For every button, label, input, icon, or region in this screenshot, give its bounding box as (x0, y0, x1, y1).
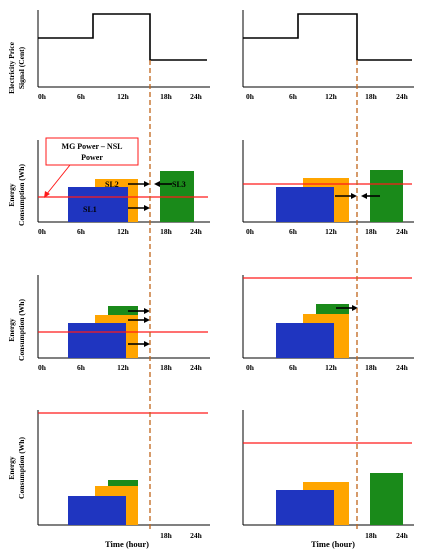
tick-18h: 18h (365, 227, 378, 236)
tick-6h: 6h (77, 92, 86, 101)
sl1-bar (68, 496, 126, 525)
shift-arrowhead (144, 317, 150, 323)
tick-24h: 24h (190, 363, 203, 372)
tick-18h: 18h (160, 363, 173, 372)
callout-pointer (45, 164, 71, 196)
price-signal-line (38, 13, 207, 61)
tick-12h: 12h (325, 363, 338, 372)
tick-0h: 0h (38, 92, 47, 101)
callout-line2: Power (81, 153, 103, 162)
energy-panel-r3-right: 0h 6h 12h 18h 24h (242, 275, 414, 372)
energy-panel-r2-left: MG Power – NSL Power SL2 SL1 SL3 0h 6h 1… (37, 137, 210, 236)
shift-arrowhead (144, 205, 150, 211)
tick-18h: 18h (160, 227, 173, 236)
x-ticks: 18h 24h (365, 531, 409, 540)
sl3-bar (370, 473, 403, 525)
tick-12h: 12h (117, 92, 130, 101)
tick-24h: 24h (190, 92, 203, 101)
tick-0h: 0h (246, 363, 255, 372)
shift-arrowhead (351, 193, 357, 199)
tick-24h: 24h (190, 531, 203, 540)
sl1-bar (68, 323, 126, 358)
callout-line1: MG Power – NSL (62, 142, 123, 151)
energy-panel-r3-left: 0h 6h 12h 18h 24h (37, 275, 210, 372)
shift-arrowhead (361, 193, 367, 199)
xaxis-title: Time (hour) (311, 539, 355, 549)
energy-panel-r4-right: 18h 24h Time (hour) (242, 410, 414, 549)
tick-6h: 6h (289, 92, 298, 101)
price-panel-right: 0h 6h 12h 18h 24h (242, 10, 414, 101)
energy-ylabel-line2: Consumption (Wh) (17, 437, 26, 499)
sl1-bar (68, 187, 128, 222)
tick-18h: 18h (365, 363, 378, 372)
x-ticks: 0h 6h 12h 18h 24h (38, 363, 203, 372)
energy-ylabel-line2: Consumption (Wh) (17, 299, 26, 361)
x-ticks: 0h 6h 12h 18h 24h (246, 363, 409, 372)
sl2-label: SL2 (105, 180, 119, 189)
tick-0h: 0h (38, 363, 47, 372)
tick-0h: 0h (38, 227, 47, 236)
tick-6h: 6h (289, 227, 298, 236)
tick-18h: 18h (160, 92, 173, 101)
x-ticks: 0h 6h 12h 18h 24h (246, 92, 409, 101)
price-panel-left: 0h 6h 12h 18h 24h (37, 10, 210, 101)
tick-6h: 6h (289, 363, 298, 372)
xaxis-title: Time (hour) (105, 539, 149, 549)
x-ticks: 0h 6h 12h 18h 24h (38, 227, 203, 236)
tick-6h: 6h (77, 363, 86, 372)
tick-24h: 24h (396, 531, 409, 540)
tick-24h: 24h (190, 227, 203, 236)
energy-ylabel-line1: Energy (7, 183, 16, 207)
sl1-bar (276, 187, 334, 222)
energy-ylabel-line1: Energy (7, 456, 16, 480)
price-ylabel-line1: Electricity Price (7, 41, 16, 94)
sl1-bar (276, 323, 334, 358)
energy-ylabel-line2: Consumption (Wh) (17, 164, 26, 226)
x-ticks: 18h 24h (160, 531, 203, 540)
sl1-bar (276, 490, 334, 525)
mg-power-callout (45, 137, 139, 166)
tick-24h: 24h (396, 363, 409, 372)
tick-6h: 6h (77, 227, 86, 236)
sl1-label: SL1 (83, 205, 97, 214)
energy-ylabel-line1: Energy (7, 318, 16, 342)
shift-arrowhead (144, 308, 150, 314)
callout-arrowhead (44, 191, 50, 198)
energy-ylabel-row4: Energy Consumption (Wh) (7, 437, 26, 499)
price-signal-line (243, 13, 412, 61)
tick-0h: 0h (246, 227, 255, 236)
shift-arrowhead (144, 341, 150, 347)
shift-arrowhead (352, 305, 358, 311)
tick-12h: 12h (117, 227, 130, 236)
shift-arrowhead (154, 181, 160, 187)
tick-18h: 18h (160, 531, 173, 540)
tick-0h: 0h (246, 92, 255, 101)
sl3-label: SL3 (172, 180, 186, 189)
tick-12h: 12h (117, 363, 130, 372)
tick-24h: 24h (396, 92, 409, 101)
shift-arrowhead (144, 181, 150, 187)
price-ylabel-line2: Signal (Cent) (17, 46, 26, 89)
energy-ylabel-row3: Energy Consumption (Wh) (7, 299, 26, 361)
price-ylabel: Electricity Price Signal (Cent) (7, 41, 26, 94)
tick-24h: 24h (396, 227, 409, 236)
x-ticks: 0h 6h 12h 18h 24h (246, 227, 409, 236)
tick-12h: 12h (325, 92, 338, 101)
energy-ylabel-row2: Energy Consumption (Wh) (7, 164, 26, 226)
tick-18h: 18h (365, 92, 378, 101)
tick-18h: 18h (365, 531, 378, 540)
energy-panel-r2-right: 0h 6h 12h 18h 24h (242, 140, 414, 236)
energy-panel-r4-left: 18h 24h Time (hour) (37, 410, 210, 549)
tick-12h: 12h (325, 227, 338, 236)
x-ticks: 0h 6h 12h 18h 24h (38, 92, 203, 101)
